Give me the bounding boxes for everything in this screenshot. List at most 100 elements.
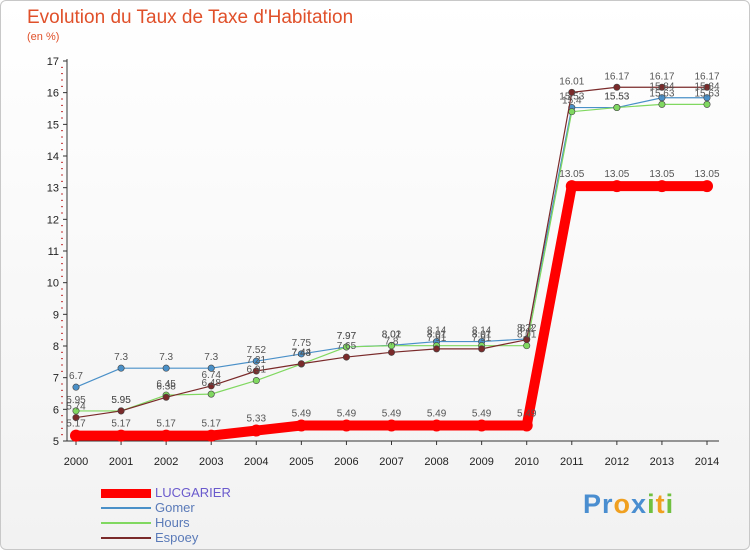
data-label-espoey: 16.17 xyxy=(604,71,629,82)
brand-letter: t xyxy=(655,489,666,519)
data-point-espoey xyxy=(207,382,215,390)
data-point-espoey xyxy=(162,393,170,401)
data-point-lucgarier xyxy=(295,419,308,432)
data-label-gomer: 8.14 xyxy=(472,326,492,337)
data-point-hours xyxy=(342,343,350,351)
legend-label: LUCGARIER xyxy=(155,485,231,500)
data-point-espoey xyxy=(387,348,395,356)
data-label-gomer: 7.75 xyxy=(292,338,312,349)
data-label-lucgarier: 13.05 xyxy=(604,169,629,180)
data-point-hours xyxy=(703,100,711,108)
data-point-lucgarier xyxy=(70,429,82,442)
data-label-lucgarier: 5.49 xyxy=(472,408,492,419)
series-line-hours xyxy=(75,103,708,412)
data-label-gomer: 7.3 xyxy=(114,352,128,363)
data-label-gomer: 7.3 xyxy=(159,352,173,363)
data-label-lucgarier: 5.49 xyxy=(517,408,537,419)
data-label-lucgarier: 5.49 xyxy=(382,408,402,419)
data-point-espoey xyxy=(523,336,531,344)
x-tick-label: 2008 xyxy=(424,456,448,468)
x-tick-label: 2011 xyxy=(560,456,584,468)
y-tick-label: 8 xyxy=(53,341,59,353)
data-label-gomer: 7.97 xyxy=(337,331,357,342)
y-tick-label: 11 xyxy=(48,246,59,258)
data-point-espoey xyxy=(703,83,711,91)
data-label-hours: 8.01 xyxy=(427,330,447,341)
data-label-hours: 5.95 xyxy=(111,395,131,406)
data-label-hours: 7.43 xyxy=(292,348,312,359)
data-point-espoey xyxy=(252,367,260,375)
data-point-hours xyxy=(207,390,215,398)
x-tick-label: 2013 xyxy=(650,456,674,468)
data-label-lucgarier: 13.05 xyxy=(559,169,584,180)
y-tick-label: 15 xyxy=(47,119,59,131)
chart-title: Evolution du Taux de Taxe d'Habitation xyxy=(27,7,354,28)
x-tick-label: 2005 xyxy=(289,456,313,468)
data-label-gomer: 7.3 xyxy=(204,352,218,363)
data-label-espoey: 16.17 xyxy=(694,71,719,82)
data-label-hours: 6.45 xyxy=(156,379,176,390)
data-label-gomer: 15.53 xyxy=(604,92,629,103)
data-point-hours xyxy=(523,342,531,350)
data-label-gomer: 15.84 xyxy=(694,82,719,93)
data-label-hours: 15.63 xyxy=(649,88,674,99)
data-label-espoey: 8.2 xyxy=(520,324,534,335)
y-tick-label: 13 xyxy=(47,183,59,195)
data-label-hours: 8.01 xyxy=(472,330,492,341)
data-label-lucgarier: 5.17 xyxy=(66,419,86,430)
line-chart: 5 6 7 8 9 10 11 12 13 14 15 16 17 2000 2001 2002 2003 200… xyxy=(47,56,720,468)
data-label-gomer: 8.22 xyxy=(517,323,537,334)
x-tick-label: 2009 xyxy=(469,456,493,468)
data-label-hours: 15.4 xyxy=(562,96,582,107)
y-tick-label: 7 xyxy=(53,373,59,385)
data-label-hours: 15.63 xyxy=(694,88,719,99)
data-label-lucgarier: 5.17 xyxy=(156,419,176,430)
y-tick-label: 14 xyxy=(47,151,59,163)
series-line-lucgarier xyxy=(71,181,712,441)
data-label-gomer: 7.52 xyxy=(247,345,267,356)
data-point-gomer xyxy=(207,364,215,372)
data-point-lucgarier xyxy=(160,429,173,442)
data-point-espoey xyxy=(72,414,80,422)
y-tick-label: 10 xyxy=(47,278,59,290)
x-tick-label: 2010 xyxy=(514,456,538,468)
data-label-espoey: 6.38 xyxy=(156,381,176,392)
data-point-gomer xyxy=(117,364,125,372)
data-label-espoey: 7.91 xyxy=(472,333,492,344)
legend-swatch xyxy=(101,537,151,539)
data-point-lucgarier xyxy=(430,419,443,432)
data-label-espoey: 7.21 xyxy=(247,355,267,366)
chart-subtitle: (en %) xyxy=(27,31,60,43)
data-point-espoey xyxy=(117,407,125,415)
x-tick-label: 2003 xyxy=(199,456,223,468)
data-point-lucgarier xyxy=(655,180,668,193)
data-point-lucgarier xyxy=(340,419,353,432)
x-tick-label: 2006 xyxy=(334,456,358,468)
data-label-lucgarier: 5.49 xyxy=(427,408,447,419)
legend-swatch xyxy=(101,488,151,498)
data-label-espoey: 5.74 xyxy=(66,402,86,413)
data-point-gomer xyxy=(297,350,305,358)
data-label-lucgarier: 5.49 xyxy=(292,408,312,419)
x-tick-label: 2012 xyxy=(605,456,629,468)
legend-swatch xyxy=(101,507,151,509)
data-point-lucgarier xyxy=(701,180,713,193)
legend-label: Hours xyxy=(155,515,190,530)
x-tick-label: 2000 xyxy=(64,456,88,468)
data-label-lucgarier: 5.33 xyxy=(247,414,267,425)
data-point-lucgarier xyxy=(565,180,578,193)
brand-letter: o xyxy=(613,489,632,519)
brand-letter: r xyxy=(602,489,614,519)
data-point-espoey xyxy=(613,83,621,91)
data-label-lucgarier: 5.49 xyxy=(337,408,357,419)
x-tick-label: 2014 xyxy=(695,456,719,468)
y-tick-label: 17 xyxy=(47,56,59,68)
brand-letter: i xyxy=(665,489,675,519)
data-label-espoey: 6.74 xyxy=(201,370,221,381)
brand-letter: x xyxy=(631,489,648,519)
legend-label: Espoey xyxy=(155,530,199,545)
data-point-espoey xyxy=(658,83,666,91)
data-point-lucgarier xyxy=(205,429,218,442)
data-point-gomer xyxy=(162,364,170,372)
data-point-hours xyxy=(658,100,666,108)
